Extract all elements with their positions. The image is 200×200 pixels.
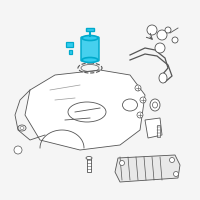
Ellipse shape [159, 73, 167, 83]
Ellipse shape [82, 36, 98, 40]
Circle shape [172, 37, 178, 43]
Circle shape [155, 43, 165, 53]
Circle shape [147, 25, 157, 35]
Bar [69, 50, 72, 54]
Ellipse shape [82, 58, 98, 62]
Circle shape [120, 160, 124, 166]
Circle shape [140, 97, 146, 103]
Ellipse shape [86, 156, 92, 160]
Ellipse shape [122, 99, 138, 111]
Bar [86, 28, 94, 31]
Ellipse shape [150, 99, 160, 111]
Bar [87, 158, 91, 172]
FancyBboxPatch shape [81, 37, 99, 61]
Circle shape [170, 158, 174, 162]
Circle shape [174, 171, 179, 176]
Circle shape [157, 30, 167, 40]
Polygon shape [25, 70, 145, 150]
Bar [157, 125, 160, 137]
Polygon shape [115, 155, 180, 182]
Circle shape [135, 85, 141, 91]
Ellipse shape [18, 125, 26, 131]
Circle shape [137, 112, 143, 118]
Circle shape [14, 146, 22, 154]
Polygon shape [145, 118, 162, 138]
Bar [66, 42, 73, 47]
Circle shape [165, 27, 171, 33]
